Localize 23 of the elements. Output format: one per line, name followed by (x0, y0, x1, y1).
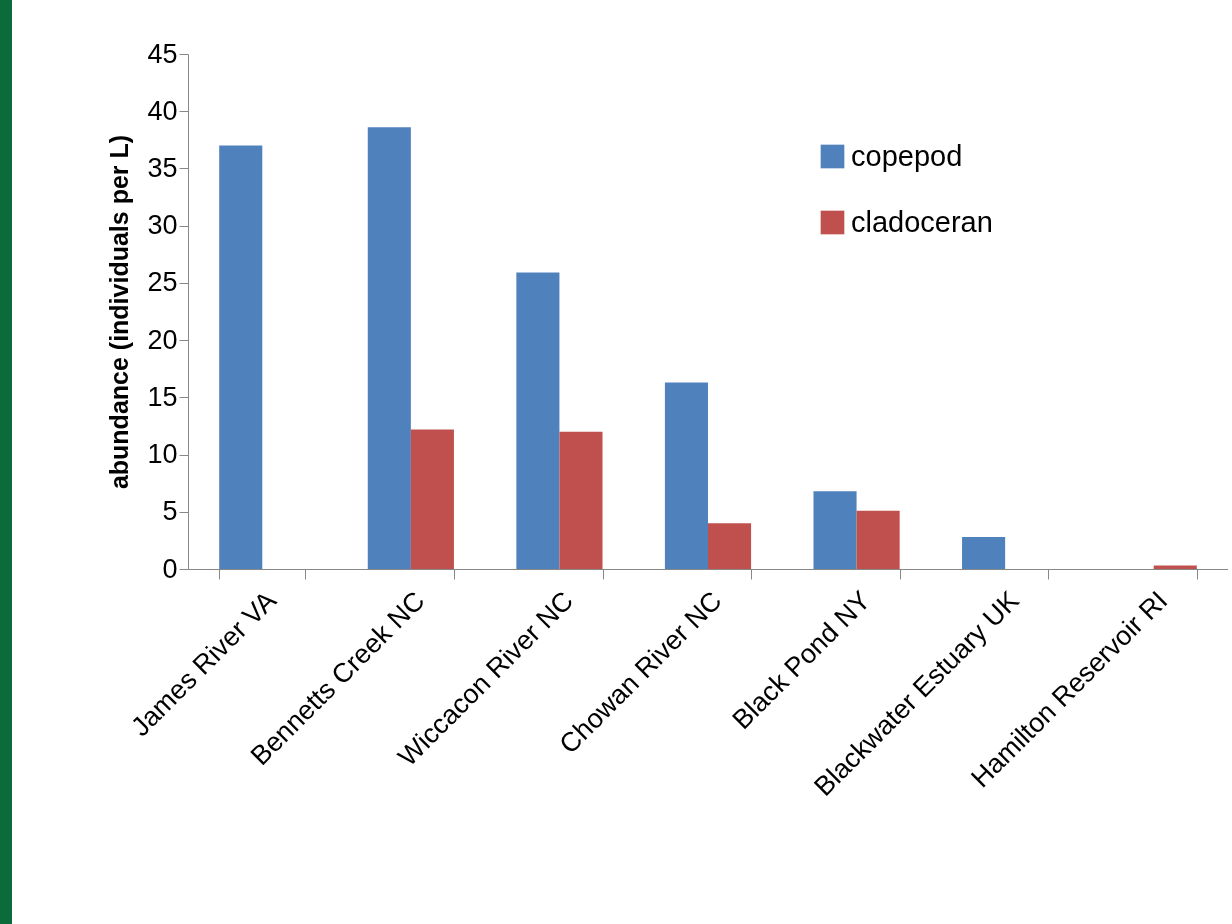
bar (516, 272, 560, 569)
legend-label: cladoceran (851, 205, 993, 238)
bar (813, 491, 857, 569)
y-tick-label: 10 (147, 439, 178, 470)
bar (962, 536, 1006, 569)
y-axis-title: abundance (individuals per L) (105, 134, 134, 490)
y-tick-label: 0 (162, 553, 178, 584)
y-tick-label: 20 (147, 324, 178, 355)
bar (856, 510, 900, 569)
bar (410, 429, 454, 569)
bar (708, 523, 752, 569)
y-tick-label: 15 (147, 381, 178, 412)
y-tick-label: 25 (147, 267, 178, 298)
y-tick-label: 30 (147, 210, 178, 241)
legend-label: copepod (851, 139, 963, 172)
y-tick-label: 35 (147, 152, 178, 183)
y-tick-label: 40 (147, 95, 178, 126)
bar (219, 145, 263, 569)
bar (559, 431, 603, 569)
y-tick-label: 5 (162, 496, 178, 527)
bar (664, 382, 708, 569)
bar (367, 127, 411, 569)
y-tick-label: 45 (147, 38, 178, 69)
